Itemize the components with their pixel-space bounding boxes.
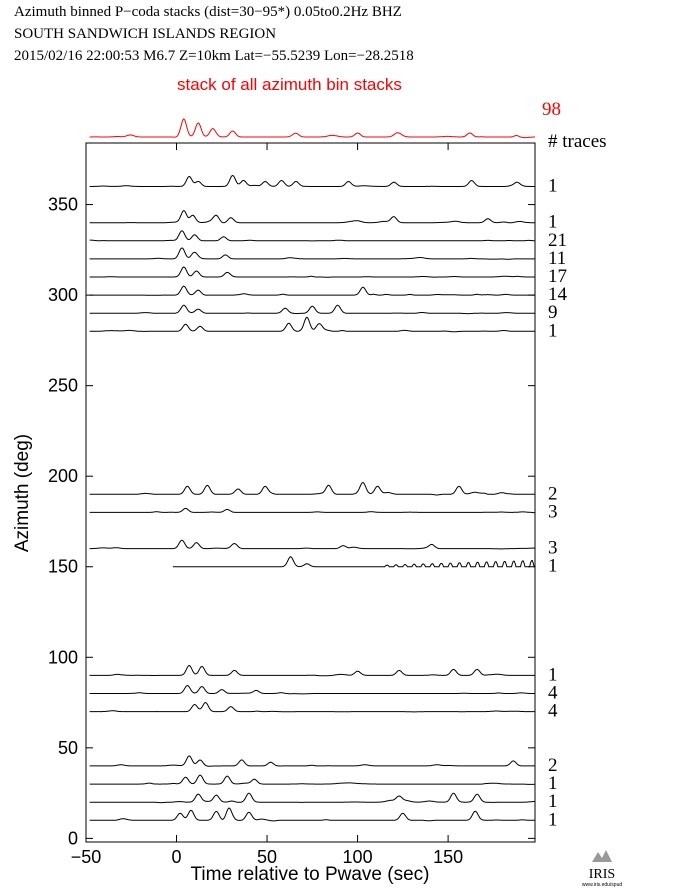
iris-logo-text: IRIS — [589, 867, 615, 882]
header-event-info: 2015/02/16 22:00:53 M6.7 Z=10km Lat=−55.… — [14, 48, 414, 64]
trace-az-150 — [172, 556, 535, 568]
trace-count-az-10: 1 — [548, 809, 558, 830]
traces-label: # traces — [548, 131, 607, 152]
header-title: Azimuth binned P−coda stacks (dist=30−95… — [14, 4, 402, 20]
trace-count-az-150: 1 — [548, 556, 558, 577]
trace-az-310 — [89, 266, 535, 278]
trace-count-az-340: 1 — [548, 212, 558, 233]
plot-frame — [85, 142, 536, 843]
y-tick-label: 150 — [48, 557, 78, 577]
trace-az-160 — [89, 539, 535, 550]
trace-az-190 — [89, 481, 535, 496]
trace-az-80 — [89, 684, 535, 695]
trace-az-290 — [89, 304, 535, 315]
y-tick-label: 0 — [68, 828, 78, 848]
y-tick-label: 250 — [48, 376, 78, 396]
trace-count-az-40: 2 — [548, 755, 558, 776]
x-tick-label: 100 — [343, 847, 373, 867]
trace-count-az-160: 3 — [548, 538, 558, 559]
trace-az-300 — [89, 285, 535, 296]
stack-trace — [89, 118, 535, 139]
trace-az-180 — [89, 507, 535, 514]
trace-count-az-320: 11 — [548, 248, 566, 269]
stack-count: 98 — [542, 99, 561, 120]
trace-count-az-330: 21 — [548, 230, 567, 251]
trace-az-90 — [89, 664, 535, 677]
trace-count-az-80: 4 — [548, 683, 558, 704]
trace-az-10 — [89, 807, 535, 822]
iris-logo-mark — [592, 850, 612, 862]
y-tick-label: 50 — [58, 738, 78, 758]
x-tick-label: 150 — [433, 847, 463, 867]
stack-label: stack of all azimuth bin stacks — [177, 75, 402, 94]
x-tick-label: 50 — [257, 847, 277, 867]
trace-az-330 — [89, 230, 535, 242]
trace-group — [89, 174, 536, 822]
y-axis-label: Azimuth (deg) — [12, 434, 33, 552]
trace-count-az-70: 4 — [548, 701, 558, 722]
iris-logo: IRIS www.iris.edu/spud — [582, 850, 623, 888]
x-axis-label: Time relative to Pwave (sec) — [191, 864, 430, 885]
iris-logo-url: www.iris.edu/spud — [582, 882, 623, 888]
trace-count-az-290: 9 — [548, 302, 558, 323]
y-tick-label: 300 — [48, 285, 78, 305]
trace-count-az-300: 14 — [548, 284, 568, 305]
trace-count-az-90: 1 — [548, 664, 558, 685]
trace-az-320 — [89, 247, 535, 260]
y-tick-label: 100 — [48, 647, 78, 667]
trace-az-40 — [89, 755, 535, 767]
trace-az-20 — [89, 792, 535, 804]
trace-count-az-360: 1 — [548, 175, 558, 196]
trace-count-az-190: 2 — [548, 483, 558, 504]
trace-az-30 — [89, 774, 536, 785]
trace-az-340 — [89, 210, 535, 224]
y-tick-label: 200 — [48, 466, 78, 486]
trace-count-az-310: 17 — [548, 266, 567, 287]
trace-az-280 — [89, 316, 535, 333]
x-tick-label: −50 — [71, 847, 102, 867]
x-tick-label: 0 — [172, 847, 182, 867]
trace-az-70 — [89, 701, 535, 713]
header-region: SOUTH SANDWICH ISLANDS REGION — [14, 26, 276, 42]
trace-count-az-20: 1 — [548, 791, 558, 812]
trace-count-az-30: 1 — [548, 773, 558, 794]
trace-count-az-180: 3 — [548, 501, 558, 522]
trace-az-360 — [89, 174, 535, 188]
trace-count-az-280: 1 — [548, 320, 558, 341]
y-tick-label: 350 — [48, 195, 78, 215]
